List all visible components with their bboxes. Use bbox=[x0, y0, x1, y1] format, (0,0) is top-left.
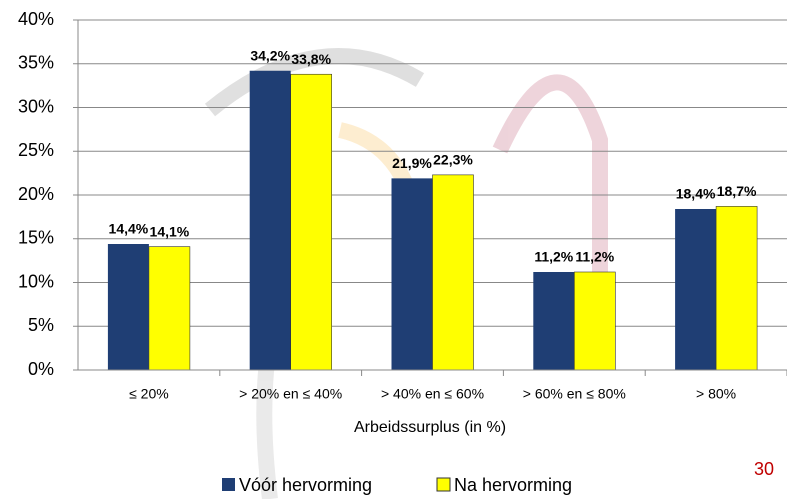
y-tick-label: 30% bbox=[18, 96, 54, 116]
bar bbox=[573, 271, 616, 371]
x-tick-label: > 60% en ≤ 80% bbox=[523, 386, 626, 402]
x-axis-title: Arbeidssurplus (in %) bbox=[354, 419, 506, 436]
bar bbox=[391, 178, 433, 370]
x-tick-label: ≤ 20% bbox=[129, 386, 169, 402]
legend-swatch bbox=[436, 477, 451, 492]
y-tick-label: 35% bbox=[18, 53, 54, 73]
value-label: 18,4% bbox=[676, 186, 716, 202]
bar bbox=[249, 70, 291, 370]
legend-swatch bbox=[222, 478, 235, 491]
bar bbox=[715, 206, 758, 371]
bar bbox=[107, 244, 149, 370]
y-tick-label: 25% bbox=[18, 140, 54, 160]
value-label: 22,3% bbox=[433, 152, 473, 168]
value-label: 21,9% bbox=[392, 155, 432, 171]
bar bbox=[533, 272, 575, 370]
legend-label: Vóór hervorming bbox=[239, 475, 372, 495]
y-tick-label: 40% bbox=[18, 9, 54, 29]
y-tick-label: 5% bbox=[28, 315, 54, 335]
y-tick-label: 0% bbox=[28, 359, 54, 379]
value-label: 11,2% bbox=[534, 249, 573, 265]
value-label: 33,8% bbox=[291, 51, 331, 67]
y-tick-label: 10% bbox=[18, 271, 54, 291]
x-tick-label: > 40% en ≤ 60% bbox=[381, 386, 484, 402]
value-label: 11,2% bbox=[575, 249, 614, 265]
page-number: 30 bbox=[754, 459, 774, 479]
value-label: 14,1% bbox=[150, 223, 190, 239]
value-label: 14,4% bbox=[109, 221, 149, 237]
x-tick-label: > 80% bbox=[696, 386, 736, 402]
bar bbox=[148, 246, 191, 371]
bar bbox=[675, 209, 717, 370]
bar bbox=[432, 174, 474, 371]
y-tick-label: 15% bbox=[18, 228, 54, 248]
legend-label: Na hervorming bbox=[454, 475, 572, 495]
y-tick-label: 20% bbox=[18, 184, 54, 204]
bar bbox=[290, 73, 333, 371]
x-tick-label: > 20% en ≤ 40% bbox=[239, 386, 342, 402]
value-label: 18,7% bbox=[717, 183, 757, 199]
value-label: 34,2% bbox=[250, 47, 290, 63]
